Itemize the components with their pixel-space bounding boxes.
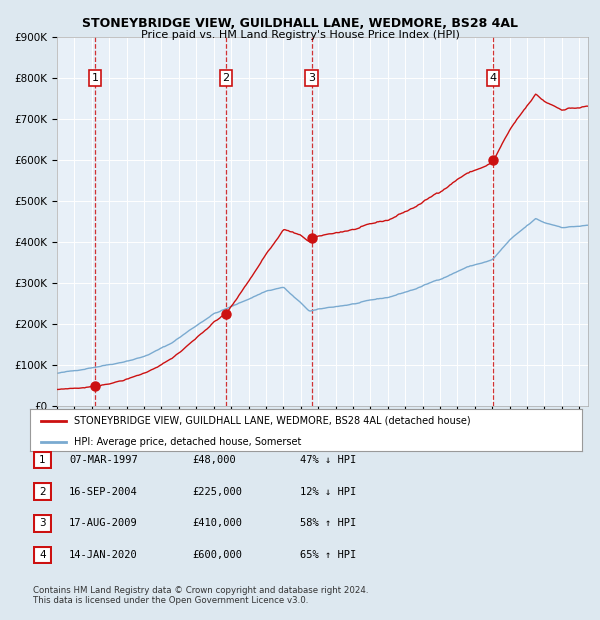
FancyBboxPatch shape (34, 547, 51, 563)
Text: HPI: Average price, detached house, Somerset: HPI: Average price, detached house, Some… (74, 437, 302, 447)
Text: 4: 4 (490, 73, 497, 83)
Text: £48,000: £48,000 (192, 455, 236, 465)
Text: 1: 1 (39, 455, 46, 465)
Text: STONEYBRIDGE VIEW, GUILDHALL LANE, WEDMORE, BS28 4AL: STONEYBRIDGE VIEW, GUILDHALL LANE, WEDMO… (82, 17, 518, 30)
FancyBboxPatch shape (34, 451, 51, 469)
Text: 12% ↓ HPI: 12% ↓ HPI (300, 487, 356, 497)
Text: Contains HM Land Registry data © Crown copyright and database right 2024.
This d: Contains HM Land Registry data © Crown c… (33, 586, 368, 605)
Text: 47% ↓ HPI: 47% ↓ HPI (300, 455, 356, 465)
Text: £410,000: £410,000 (192, 518, 242, 528)
Text: 2: 2 (39, 487, 46, 497)
Text: £225,000: £225,000 (192, 487, 242, 497)
Text: 65% ↑ HPI: 65% ↑ HPI (300, 550, 356, 560)
Text: 1: 1 (91, 73, 98, 83)
Text: STONEYBRIDGE VIEW, GUILDHALL LANE, WEDMORE, BS28 4AL (detached house): STONEYBRIDGE VIEW, GUILDHALL LANE, WEDMO… (74, 415, 471, 425)
Text: 3: 3 (39, 518, 46, 528)
Text: 07-MAR-1997: 07-MAR-1997 (69, 455, 138, 465)
Text: 58% ↑ HPI: 58% ↑ HPI (300, 518, 356, 528)
Text: 16-SEP-2004: 16-SEP-2004 (69, 487, 138, 497)
Text: 3: 3 (308, 73, 315, 83)
FancyBboxPatch shape (34, 515, 51, 531)
Text: 2: 2 (223, 73, 230, 83)
Text: 14-JAN-2020: 14-JAN-2020 (69, 550, 138, 560)
Text: Price paid vs. HM Land Registry's House Price Index (HPI): Price paid vs. HM Land Registry's House … (140, 30, 460, 40)
Text: £600,000: £600,000 (192, 550, 242, 560)
Text: 17-AUG-2009: 17-AUG-2009 (69, 518, 138, 528)
FancyBboxPatch shape (34, 484, 51, 500)
Text: 4: 4 (39, 550, 46, 560)
